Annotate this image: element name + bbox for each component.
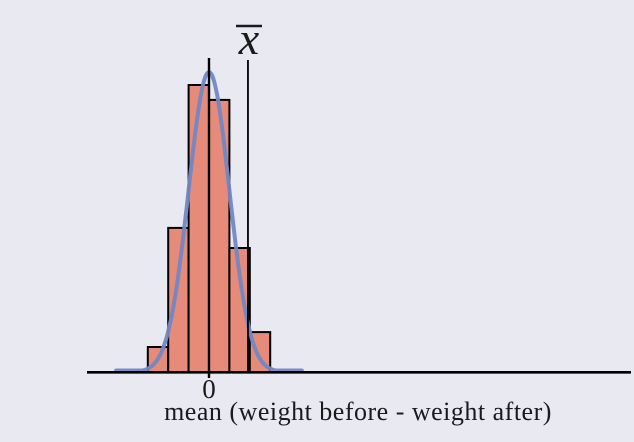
histogram-bars [146,84,272,374]
histogram-bar [187,84,211,373]
x-axis-label: mean (weight before - weight after) [164,397,552,426]
histogram-bar [208,98,231,374]
histogram-bar [167,226,190,373]
zero-tick-label: 0 [202,374,216,404]
xbar-label: x [238,13,260,64]
